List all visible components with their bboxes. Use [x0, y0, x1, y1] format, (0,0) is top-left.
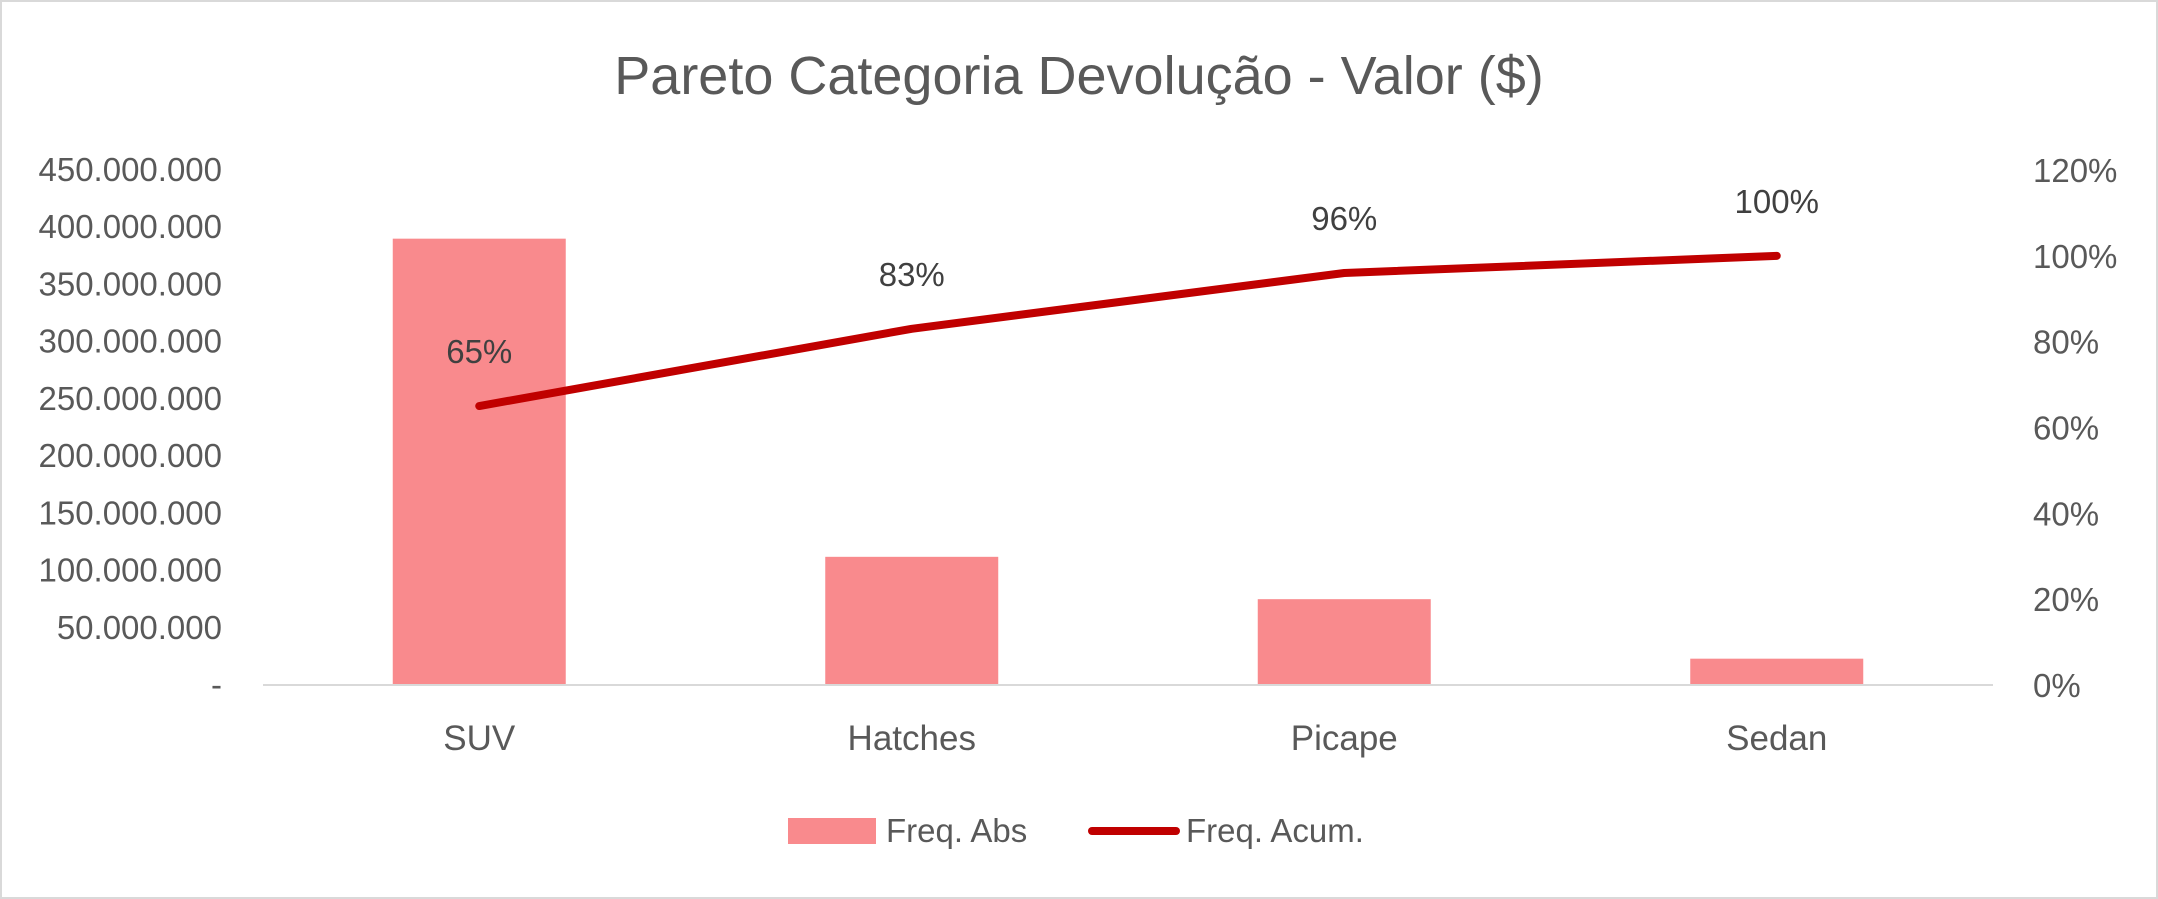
left-tick-label: 300.000.000 [38, 323, 222, 360]
legend: Freq. Abs Freq. Acum. [788, 812, 1364, 849]
bar-hatches [825, 556, 999, 685]
right-tick-label: 100% [2033, 238, 2117, 275]
right-tick-label: 20% [2033, 581, 2099, 618]
left-tick-label: 150.000.000 [38, 494, 222, 531]
right-tick-label: 40% [2033, 495, 2099, 532]
left-axis: - 50.000.000 100.000.000 150.000.000 200.000… [38, 151, 222, 703]
left-tick-label: 250.000.000 [38, 380, 222, 417]
data-labels: 65% 83% 96% 100% [446, 183, 1819, 370]
bar-series [392, 238, 1864, 685]
right-tick-label: 120% [2033, 152, 2117, 189]
line-series [475, 251, 1781, 411]
bar-picape [1257, 599, 1431, 685]
left-tick-label: 450.000.000 [38, 151, 222, 188]
cumulative-point [1342, 271, 1347, 275]
category-label: Picape [1291, 719, 1398, 758]
data-label: 96% [1311, 200, 1377, 237]
data-label: 83% [879, 256, 945, 293]
cumulative-point [1774, 253, 1779, 258]
category-label: Hatches [848, 719, 976, 758]
data-label: 65% [446, 333, 512, 370]
category-axis: SUV Hatches Picape Sedan [443, 719, 1827, 758]
data-label: 100% [1735, 183, 1819, 220]
left-tick-label: 350.000.000 [38, 265, 222, 302]
cumulative-point [477, 404, 482, 409]
cumulative-point [909, 326, 914, 331]
left-tick-label: 200.000.000 [38, 437, 222, 474]
right-tick-label: 60% [2033, 410, 2099, 447]
left-tick-label: - [211, 666, 222, 703]
left-tick-label: 50.000.000 [57, 609, 222, 646]
left-tick-label: 400.000.000 [38, 208, 222, 245]
right-axis: 0% 20% 40% 60% 80% 100% 120% [2033, 152, 2117, 704]
right-tick-label: 0% [2033, 667, 2081, 704]
left-tick-label: 100.000.000 [38, 552, 222, 589]
category-label: SUV [443, 719, 516, 758]
bar-sedan [1690, 658, 1864, 685]
right-tick-label: 80% [2033, 324, 2099, 361]
legend-label-freq-acum: Freq. Acum. [1186, 812, 1364, 849]
legend-label-freq-abs: Freq. Abs [886, 812, 1027, 849]
bar-suv [392, 238, 566, 685]
chart-title: Pareto Categoria Devolução - Valor ($) [614, 46, 1543, 106]
category-label: Sedan [1726, 719, 1827, 758]
legend-swatch-freq-abs [788, 818, 876, 844]
cumulative-line [475, 251, 1781, 411]
